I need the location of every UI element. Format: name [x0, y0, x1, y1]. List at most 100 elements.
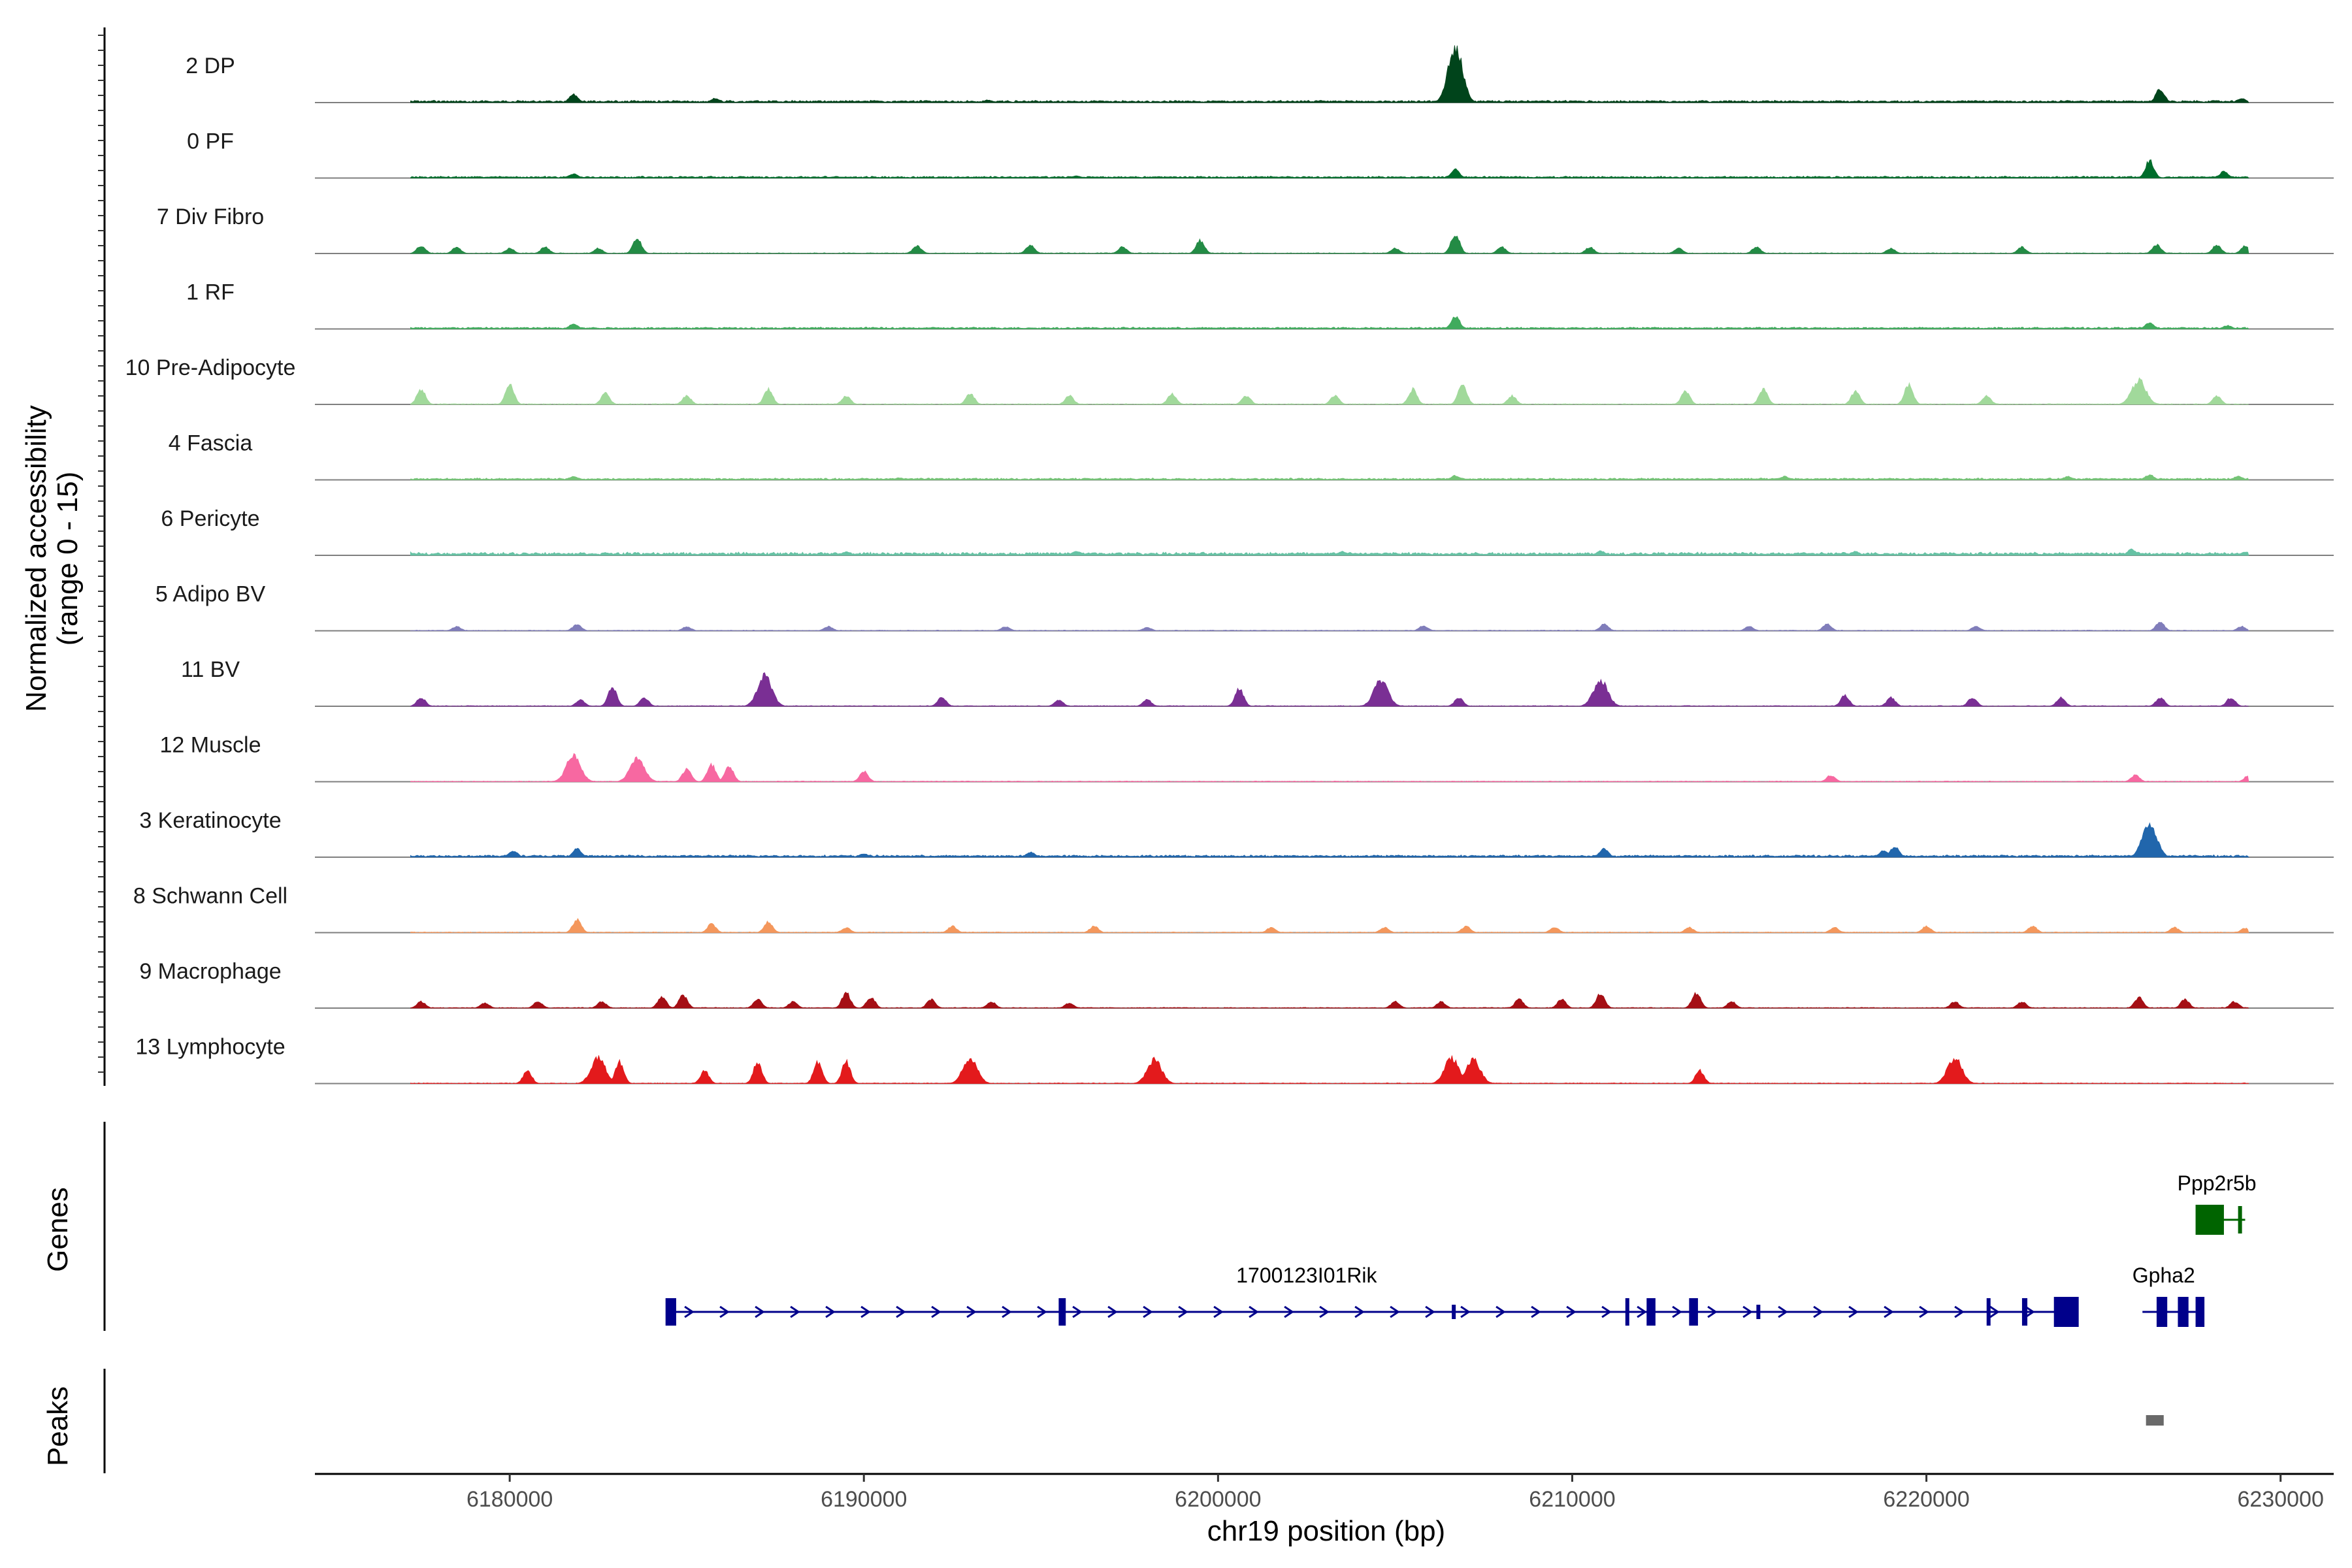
- gene-exon: [2238, 1206, 2242, 1233]
- strand-arrow: [825, 1305, 836, 1318]
- track-label: 10 Pre-Adipocyte: [125, 355, 296, 380]
- track-5-adipo-bv: 5 Adipo BV: [155, 582, 2334, 632]
- gene-exon: [2156, 1297, 2168, 1327]
- track-9-macrophage: 9 Macrophage: [139, 959, 2334, 1009]
- strand-arrow: [719, 1305, 730, 1318]
- y-axis-title-line2: (range 0 - 15): [52, 472, 84, 646]
- x-tick-label: 6230000: [2237, 1487, 2323, 1512]
- strand-arrow: [1037, 1305, 1047, 1318]
- gene-exon: [2021, 1298, 2028, 1326]
- strand-arrow: [1919, 1305, 1929, 1318]
- track-label: 12 Muscle: [160, 733, 261, 758]
- strand-arrow: [1672, 1305, 1682, 1318]
- track-label: 11 BV: [181, 657, 240, 682]
- strand-arrow: [860, 1305, 871, 1318]
- track-10-pre-adipocyte: 10 Pre-Adipocyte: [125, 355, 2334, 405]
- strand-arrow: [1742, 1305, 1753, 1318]
- strand-arrow: [1425, 1305, 1435, 1318]
- track-label: 8 Schwann Cell: [133, 884, 287, 909]
- coverage-area: [410, 992, 2249, 1009]
- strand-arrow: [1460, 1305, 1471, 1318]
- gene-label: Gpha2: [2132, 1264, 2195, 1287]
- track-11-bv: 11 BV: [181, 657, 2334, 707]
- coverage-area: [410, 822, 2249, 858]
- strand-arrow: [1213, 1305, 1224, 1318]
- coverage-area: [410, 377, 2249, 405]
- track-4-fascia: 4 Fascia: [169, 431, 2334, 481]
- strand-arrow: [1531, 1305, 1541, 1318]
- peak-region: [2146, 1415, 2164, 1426]
- gene-exon: [1756, 1305, 1761, 1319]
- track-label: 6 Pericyte: [161, 506, 259, 531]
- track-label: 5 Adipo BV: [155, 582, 266, 607]
- x-axis: 6180000 6190000 6200000 6210000 6220000 62300…: [315, 1473, 2334, 1512]
- strand-arrow: [1284, 1305, 1294, 1318]
- gene-exon: [2195, 1205, 2224, 1235]
- strand-arrow: [1249, 1305, 1259, 1318]
- strand-arrow: [1495, 1305, 1506, 1318]
- gene-label: Ppp2r5b: [2178, 1171, 2257, 1195]
- strand-arrow: [1707, 1305, 1718, 1318]
- gene-exon: [1452, 1305, 1456, 1319]
- coverage-area: [410, 159, 2249, 178]
- track-label: 2 DP: [186, 54, 235, 78]
- track-label: 4 Fascia: [169, 431, 253, 456]
- coverage-area: [410, 918, 2249, 933]
- track-3-keratinocyte: 3 Keratinocyte: [139, 808, 2334, 858]
- strand-arrow: [966, 1305, 977, 1318]
- x-tick-label: 6200000: [1175, 1487, 1261, 1512]
- strand-arrow: [1813, 1305, 1823, 1318]
- gene-exon: [665, 1298, 676, 1326]
- strand-arrow: [931, 1305, 941, 1318]
- gene-exon: [1689, 1298, 1698, 1326]
- strand-arrow: [1143, 1305, 1153, 1318]
- track-12-muscle: 12 Muscle: [160, 733, 2334, 783]
- coverage-area: [410, 235, 2249, 254]
- track-label: 9 Macrophage: [139, 959, 281, 984]
- gene-exon: [1986, 1298, 1991, 1326]
- track-label: 13 Lymphocyte: [135, 1035, 285, 1060]
- gene-exon: [1058, 1298, 1066, 1326]
- gene-exon: [2195, 1297, 2205, 1327]
- strand-arrow: [1884, 1305, 1894, 1318]
- gene-exon: [1646, 1298, 1656, 1326]
- track-label: 7 Div Fibro: [157, 204, 264, 229]
- peaks-panel-title: Peaks: [42, 1386, 74, 1466]
- track-label: 1 RF: [186, 280, 235, 305]
- strand-arrow: [1954, 1305, 1965, 1318]
- strand-arrow: [790, 1305, 800, 1318]
- strand-arrow: [1848, 1305, 1859, 1318]
- coverage-area: [410, 672, 2249, 707]
- coverage-area: [410, 548, 2249, 556]
- gene-label: 1700123I01Rik: [1236, 1264, 1377, 1287]
- coverage-area: [410, 753, 2249, 782]
- coverage-tracks: 2 DP 0 PF 7 Div Fibro 1 RF 10 Pre-Adipocyte 4…: [125, 45, 2334, 1085]
- strand-arrow: [1566, 1305, 1576, 1318]
- strand-arrow: [1354, 1305, 1365, 1318]
- track-label: 3 Keratinocyte: [139, 808, 281, 833]
- strand-arrow: [1319, 1305, 1330, 1318]
- y-axis-title-line1: Normalized accessibility: [20, 405, 52, 711]
- strand-arrow: [1778, 1305, 1788, 1318]
- gene-1700123i01rik: 1700123I01Rik: [665, 1264, 2079, 1327]
- gene-gpha2: Gpha2: [2132, 1264, 2205, 1327]
- track-7-div-fibro: 7 Div Fibro: [157, 204, 2334, 254]
- strand-arrow: [1107, 1305, 1118, 1318]
- y-axis-title: Normalized accessibility (range 0 - 15): [20, 405, 84, 711]
- gene-annotations: 1700123I01Rik Gpha2 Ppp2r5b: [103, 1122, 2257, 1331]
- strand-arrow: [1989, 1305, 2000, 1318]
- strand-arrow: [684, 1305, 694, 1318]
- track-label: 0 PF: [187, 129, 234, 154]
- strand-arrow: [896, 1305, 906, 1318]
- track-0-pf: 0 PF: [187, 129, 2334, 179]
- strand-arrow: [1601, 1305, 1612, 1318]
- coverage-area: [410, 474, 2249, 480]
- peak-annotations: [103, 1369, 2164, 1473]
- strand-arrow: [755, 1305, 765, 1318]
- track-1-rf: 1 RF: [186, 280, 2334, 330]
- track-2-dp: 2 DP: [186, 45, 2334, 103]
- strand-arrow: [1002, 1305, 1012, 1318]
- track-13-lymphocyte: 13 Lymphocyte: [135, 1035, 2334, 1085]
- x-tick-label: 6180000: [466, 1487, 553, 1512]
